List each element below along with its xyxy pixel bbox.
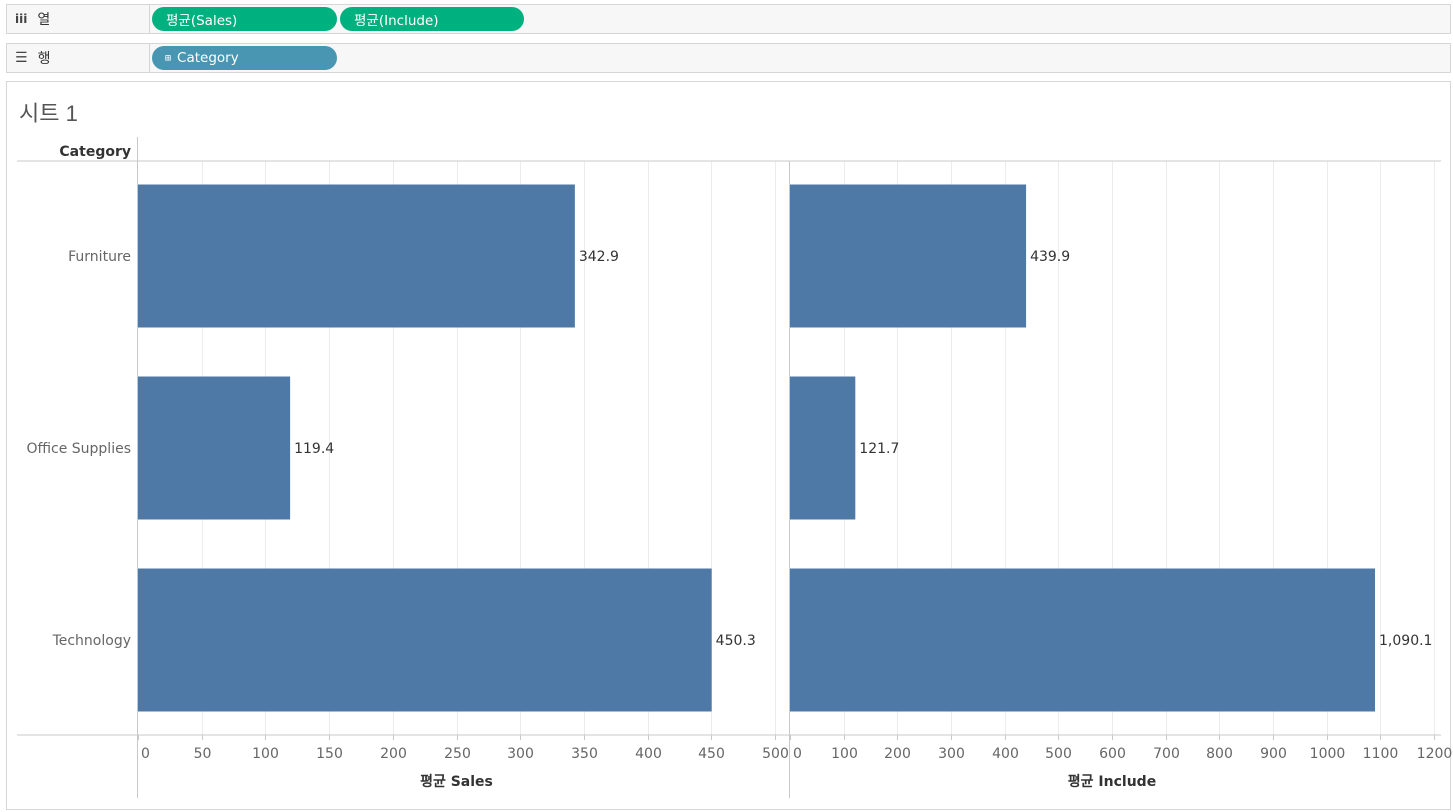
tick-label: 400 — [635, 746, 662, 762]
tick-label: 150 — [316, 746, 343, 762]
bar — [138, 184, 575, 328]
bar — [138, 376, 291, 520]
bar — [790, 376, 856, 520]
tick-label: 1000 — [1310, 746, 1346, 762]
rows-icon: ☰ — [15, 50, 28, 66]
columns-shelf: iii 열 평균(Sales) 평균(Include) — [6, 4, 1451, 34]
bar — [138, 568, 712, 712]
category-header: Category — [59, 144, 131, 160]
tick-label: 50 — [194, 746, 212, 762]
data-label: 119.4 — [294, 441, 334, 457]
tick-label: 1100 — [1363, 746, 1399, 762]
pill-avg-sales[interactable]: 평균(Sales) — [152, 7, 337, 31]
tick-label: 400 — [992, 746, 1019, 762]
tick-label: 300 — [507, 746, 534, 762]
category-label: Technology — [52, 633, 131, 649]
tick-label: 700 — [1153, 746, 1180, 762]
data-label: 342.9 — [579, 249, 619, 265]
data-label: 1,090.1 — [1379, 633, 1432, 649]
tick-label: 500 — [762, 746, 789, 762]
tick-label: 900 — [1260, 746, 1287, 762]
tick-label: 800 — [1206, 746, 1233, 762]
tick-label: 0 — [141, 746, 150, 762]
tick-label: 600 — [1099, 746, 1126, 762]
expand-icon[interactable]: ⊞ — [165, 52, 172, 64]
data-label: 121.7 — [859, 441, 899, 457]
category-label: Furniture — [68, 249, 131, 265]
axis-title: 평균 Include — [1068, 773, 1156, 790]
tick-label: 250 — [444, 746, 471, 762]
bar — [790, 568, 1376, 712]
rows-shelf-label: ☰ 행 — [7, 44, 150, 72]
category-label: Office Supplies — [26, 441, 131, 457]
data-label: 439.9 — [1030, 249, 1070, 265]
sheet-title: 시트 1 — [19, 101, 78, 126]
tick-label: 500 — [1045, 746, 1072, 762]
tick-label: 1200 — [1417, 746, 1453, 762]
pill-category[interactable]: ⊞ Category — [152, 46, 337, 70]
tick-label: 200 — [884, 746, 911, 762]
tick-label: 300 — [938, 746, 965, 762]
tick-label: 450 — [698, 746, 725, 762]
rows-shelf: ☰ 행 ⊞ Category — [6, 43, 1451, 73]
tick-label: 200 — [380, 746, 407, 762]
tick-label: 0 — [793, 746, 802, 762]
columns-icon: iii — [15, 12, 28, 26]
columns-shelf-label: iii 열 — [7, 5, 150, 33]
tick-label: 100 — [831, 746, 858, 762]
tick-label: 100 — [252, 746, 279, 762]
axis-title: 평균 Sales — [420, 773, 493, 790]
data-label: 450.3 — [716, 633, 756, 649]
tick-label: 350 — [571, 746, 598, 762]
pill-avg-include[interactable]: 평균(Include) — [340, 7, 524, 31]
bar — [790, 184, 1027, 328]
